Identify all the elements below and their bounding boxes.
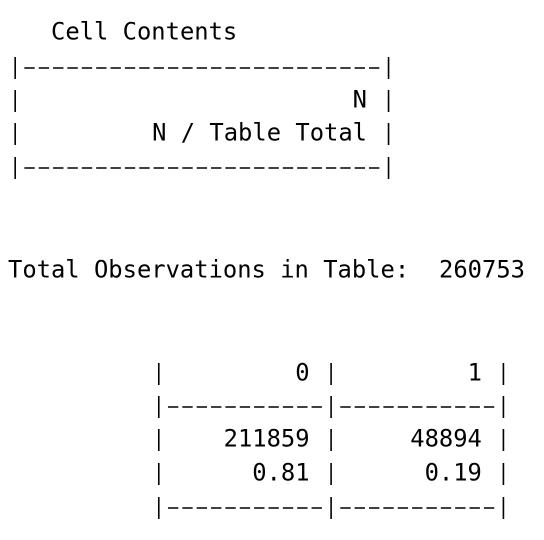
cell-contents-line: N / Table Total bbox=[152, 119, 367, 147]
total-value: 260753 bbox=[439, 256, 525, 284]
column-header: 1 bbox=[468, 359, 482, 387]
cell-proportion: 0.81 bbox=[252, 459, 309, 487]
total-label: Total Observations in Table: bbox=[8, 256, 409, 284]
column-header: 0 bbox=[295, 359, 309, 387]
cell-proportion: 0.19 bbox=[425, 459, 482, 487]
cell-contents-line: N bbox=[353, 86, 367, 114]
cell-count: 48894 bbox=[410, 425, 482, 453]
cell-contents-title: Cell Contents bbox=[51, 18, 237, 46]
cell-count: 211859 bbox=[224, 425, 310, 453]
